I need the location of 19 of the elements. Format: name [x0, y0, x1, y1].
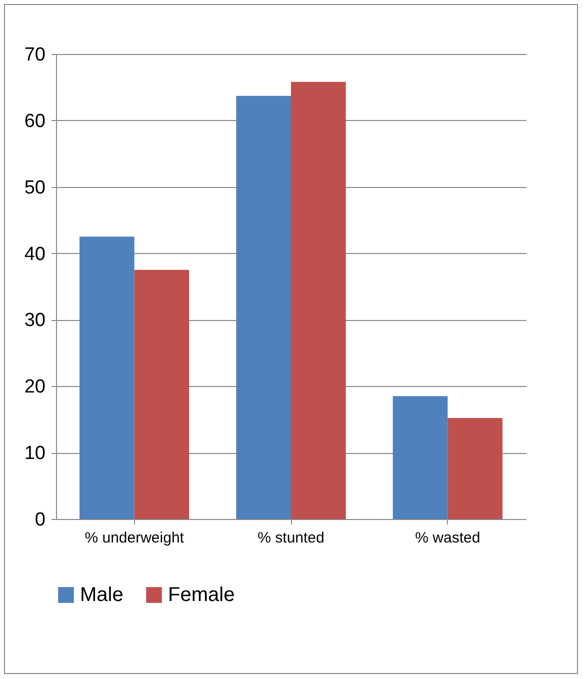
y-tick-label: 10: [24, 443, 46, 464]
x-tick-label: % wasted: [415, 530, 480, 546]
bar: [236, 96, 291, 519]
y-tick-label: 70: [24, 44, 46, 66]
bar: [448, 418, 502, 519]
y-tick-label: 50: [24, 177, 46, 198]
x-tick-label: % stunted: [258, 530, 324, 546]
legend-label: Male: [80, 584, 124, 606]
y-tick-label: 60: [24, 110, 46, 132]
x-tick-label: % underweight: [84, 530, 185, 546]
y-tick-label: 30: [24, 310, 46, 332]
bar: [134, 270, 190, 519]
bar: [80, 236, 134, 519]
y-tick-label: 20: [24, 376, 46, 398]
bar: [392, 396, 448, 519]
y-tick-label: 40: [24, 244, 46, 265]
bar: [291, 82, 346, 519]
legend-label: Female: [168, 584, 235, 606]
y-tick-label: 0: [34, 510, 46, 530]
